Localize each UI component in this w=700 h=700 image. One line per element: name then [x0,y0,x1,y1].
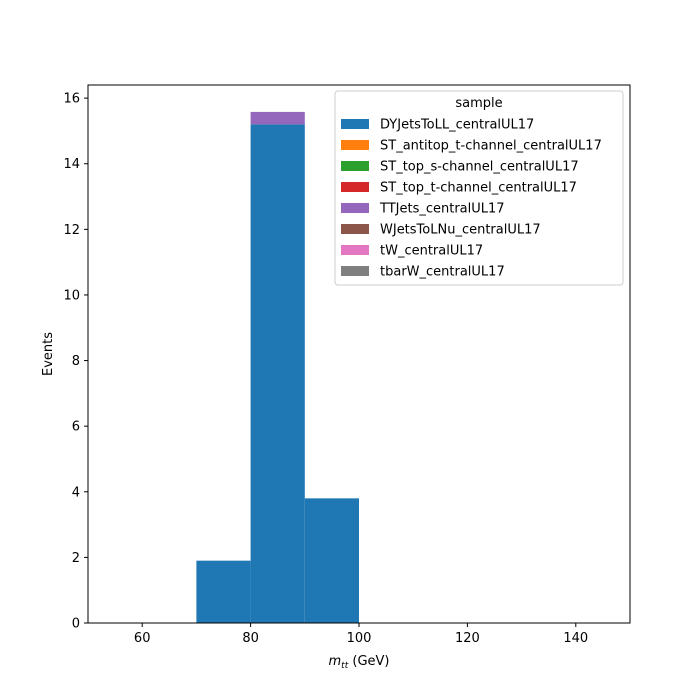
legend-swatch-WJetsToLNu_centralUL17 [341,224,369,234]
legend-swatch-ST_top_s-channel_centralUL17 [341,161,369,171]
x-tick-label-100: 100 [347,631,372,646]
legend-label-ST_top_s-channel_centralUL17: ST_top_s-channel_centralUL17 [380,160,579,175]
x-axis: 60 80 100 120 140 [134,623,588,646]
bar-TTJets_centralUL17-bin-3 [250,111,305,125]
x-tick-label-120: 120 [455,631,480,646]
bar-DYJetsToLL_centralUL17-bin-3 [250,124,305,624]
legend-label-WJetsToLNu_centralUL17: WJetsToLNu_centralUL17 [380,223,541,238]
y-tick-label-6: 6 [72,420,80,435]
legend-label-ST_top_t-channel_centralUL17: ST_top_t-channel_centralUL17 [380,181,577,196]
x-axis-label-subscript: tt [341,661,349,671]
x-axis-label-main: m [329,654,342,669]
y-tick-label-0: 0 [72,617,80,632]
y-tick-label-12: 12 [63,223,80,238]
y-tick-label-16: 16 [63,92,80,107]
legend-label-DYJetsToLL_centralUL17: DYJetsToLL_centralUL17 [380,118,534,133]
legend-title: sample [455,96,502,111]
legend-swatch-TTJets_centralUL17 [341,203,369,213]
x-axis-label: mtt (GeV) [329,654,390,671]
y-tick-label-4: 4 [72,485,80,500]
legend-label-TTJets_centralUL17: TTJets_centralUL17 [379,202,505,217]
y-axis-label: Events [41,332,56,376]
bar-DYJetsToLL_centralUL17-bin-2 [196,560,251,623]
x-tick-label-60: 60 [134,631,151,646]
bars-layer [196,111,359,624]
legend-swatch-ST_top_t-channel_centralUL17 [341,182,369,192]
legend-swatch-tbarW_centralUL17 [341,266,369,276]
y-tick-label-8: 8 [72,354,80,369]
legend-swatch-ST_antitop_t-channel_centralUL17 [341,140,369,150]
bar-DYJetsToLL_centralUL17-bin-4 [304,498,359,623]
y-tick-label-14: 14 [63,157,80,172]
y-axis: 0 2 4 6 8 10 12 14 16 [63,92,88,632]
legend-box [334,90,624,286]
legend-swatch-tW_centralUL17 [341,245,369,255]
y-tick-label-2: 2 [72,551,80,566]
legend-label-ST_antitop_t-channel_centralUL17: ST_antitop_t-channel_centralUL17 [380,139,602,154]
x-tick-label-80: 80 [242,631,259,646]
x-axis-label-unit: (GeV) [348,654,389,669]
legend: sample DYJetsToLL_centralUL17 ST_antitop_… [334,90,624,286]
legend-label-tbarW_centralUL17: tbarW_centralUL17 [380,265,505,280]
legend-label-tW_centralUL17: tW_centralUL17 [380,244,483,259]
legend-swatch-DYJetsToLL_centralUL17 [341,119,369,129]
x-tick-label-140: 140 [563,631,588,646]
legend-entries: DYJetsToLL_centralUL17 ST_antitop_t-chann… [341,118,602,280]
y-tick-label-10: 10 [63,288,80,303]
